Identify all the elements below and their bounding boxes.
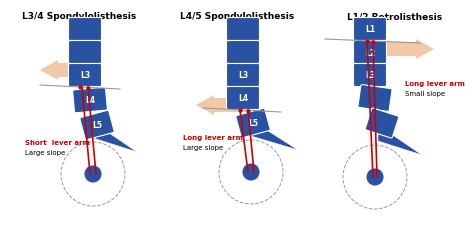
Text: L4/5 Spondylolisthesis: L4/5 Spondylolisthesis <box>180 12 294 21</box>
FancyBboxPatch shape <box>73 88 107 113</box>
Text: L5: L5 <box>248 119 258 128</box>
FancyBboxPatch shape <box>227 64 259 87</box>
FancyBboxPatch shape <box>227 18 259 41</box>
Text: L3: L3 <box>80 71 90 80</box>
Polygon shape <box>378 126 422 156</box>
FancyBboxPatch shape <box>69 41 101 64</box>
Text: L3: L3 <box>365 71 375 80</box>
Circle shape <box>84 165 102 183</box>
Text: L4: L4 <box>238 94 248 103</box>
Text: L5: L5 <box>92 121 102 130</box>
FancyArrow shape <box>382 40 434 60</box>
FancyBboxPatch shape <box>354 41 386 64</box>
FancyBboxPatch shape <box>354 18 386 41</box>
FancyBboxPatch shape <box>227 87 259 110</box>
Text: L3/4 Spondylolisthesis: L3/4 Spondylolisthesis <box>22 12 136 21</box>
FancyBboxPatch shape <box>365 108 399 138</box>
Text: Large slope: Large slope <box>183 144 223 150</box>
Text: L1: L1 <box>365 26 375 34</box>
Text: Short  lever arm: Short lever arm <box>25 140 90 145</box>
FancyArrow shape <box>196 96 248 116</box>
FancyArrow shape <box>40 61 95 81</box>
Text: L2: L2 <box>365 48 375 57</box>
Circle shape <box>242 163 260 181</box>
Polygon shape <box>251 120 298 150</box>
Circle shape <box>366 168 384 186</box>
Polygon shape <box>93 122 137 152</box>
Text: L4: L4 <box>85 96 95 105</box>
Text: L3: L3 <box>238 71 248 80</box>
FancyBboxPatch shape <box>354 64 386 87</box>
Text: Long lever arm: Long lever arm <box>405 81 465 87</box>
FancyBboxPatch shape <box>236 109 270 138</box>
FancyBboxPatch shape <box>69 18 101 41</box>
Text: Long lever arm: Long lever arm <box>183 134 243 140</box>
Text: Small slope: Small slope <box>405 91 445 96</box>
Text: Large slope: Large slope <box>25 150 65 156</box>
Text: L1/2 Retrolisthesis: L1/2 Retrolisthesis <box>347 12 443 21</box>
FancyBboxPatch shape <box>227 41 259 64</box>
FancyBboxPatch shape <box>358 85 392 112</box>
FancyBboxPatch shape <box>80 111 114 140</box>
FancyBboxPatch shape <box>69 64 101 87</box>
